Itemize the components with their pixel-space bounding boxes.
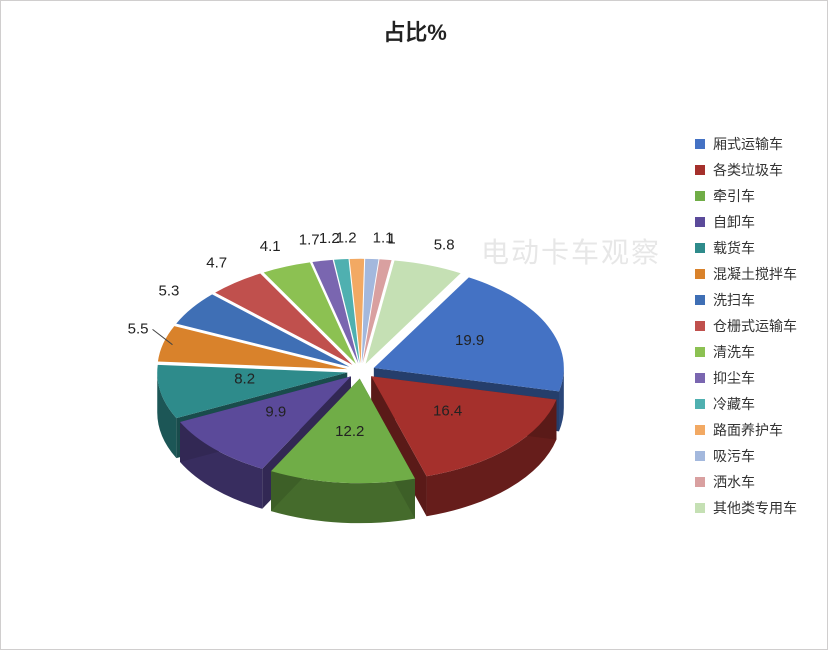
legend-swatch [695, 477, 705, 487]
legend-item: 载货车 [695, 235, 797, 261]
legend-swatch [695, 373, 705, 383]
legend-swatch [695, 217, 705, 227]
slice-value-label: 5.5 [128, 320, 149, 337]
legend-item: 吸污车 [695, 443, 797, 469]
legend-label: 其他类专用车 [713, 498, 797, 518]
legend-item: 路面养护车 [695, 417, 797, 443]
legend-label: 牵引车 [713, 186, 755, 206]
slice-value-label: 5.8 [434, 236, 455, 253]
legend-label: 混凝土搅拌车 [713, 264, 797, 284]
legend-item: 冷藏车 [695, 391, 797, 417]
legend-label: 路面养护车 [713, 420, 783, 440]
slice-value-label: 4.7 [206, 255, 227, 272]
slice-value-label: 1.2 [336, 229, 357, 246]
chart-title: 占比% [1, 15, 828, 47]
legend-label: 洒水车 [713, 472, 755, 492]
slice-value-label: 8.2 [234, 370, 255, 387]
slice-value-label: 1.7 [299, 232, 320, 249]
legend-swatch [695, 321, 705, 331]
legend-label: 载货车 [713, 238, 755, 258]
legend-item: 清洗车 [695, 339, 797, 365]
legend-swatch [695, 191, 705, 201]
legend-item: 牵引车 [695, 183, 797, 209]
legend-label: 各类垃圾车 [713, 160, 783, 180]
legend-item: 抑尘车 [695, 365, 797, 391]
legend-label: 清洗车 [713, 342, 755, 362]
legend-label: 自卸车 [713, 212, 755, 232]
legend-label: 吸污车 [713, 446, 755, 466]
legend-label: 抑尘车 [713, 368, 755, 388]
legend-swatch [695, 139, 705, 149]
chart-container: 占比% 电动卡车观察 19.916.412.29.98.25.55.34.74.… [0, 0, 828, 650]
legend-item: 各类垃圾车 [695, 157, 797, 183]
slice-value-label: 9.9 [265, 403, 286, 420]
slice-value-label: 12.2 [335, 423, 364, 440]
legend-item: 厢式运输车 [695, 131, 797, 157]
legend-label: 冷藏车 [713, 394, 755, 414]
legend-item: 洒水车 [695, 469, 797, 495]
legend-item: 其他类专用车 [695, 495, 797, 521]
legend-swatch [695, 165, 705, 175]
legend-label: 洗扫车 [713, 290, 755, 310]
legend-swatch [695, 295, 705, 305]
legend-label: 仓栅式运输车 [713, 316, 797, 336]
legend: 厢式运输车各类垃圾车牵引车自卸车载货车混凝土搅拌车洗扫车仓栅式运输车清洗车抑尘车… [695, 131, 797, 521]
legend-label: 厢式运输车 [713, 134, 783, 154]
legend-swatch [695, 269, 705, 279]
slice-value-label: 4.1 [260, 238, 281, 255]
slice-value-label: 1 [387, 230, 395, 247]
legend-swatch [695, 399, 705, 409]
slice-value-label: 16.4 [433, 402, 462, 419]
legend-swatch [695, 425, 705, 435]
legend-item: 混凝土搅拌车 [695, 261, 797, 287]
legend-item: 仓栅式运输车 [695, 313, 797, 339]
legend-swatch [695, 503, 705, 513]
pie-chart: 19.916.412.29.98.25.55.34.74.11.71.21.21… [21, 61, 681, 641]
legend-swatch [695, 451, 705, 461]
legend-item: 自卸车 [695, 209, 797, 235]
legend-swatch [695, 347, 705, 357]
slice-value-label: 19.9 [455, 332, 484, 349]
slice-value-label: 5.3 [158, 283, 179, 300]
legend-item: 洗扫车 [695, 287, 797, 313]
legend-swatch [695, 243, 705, 253]
